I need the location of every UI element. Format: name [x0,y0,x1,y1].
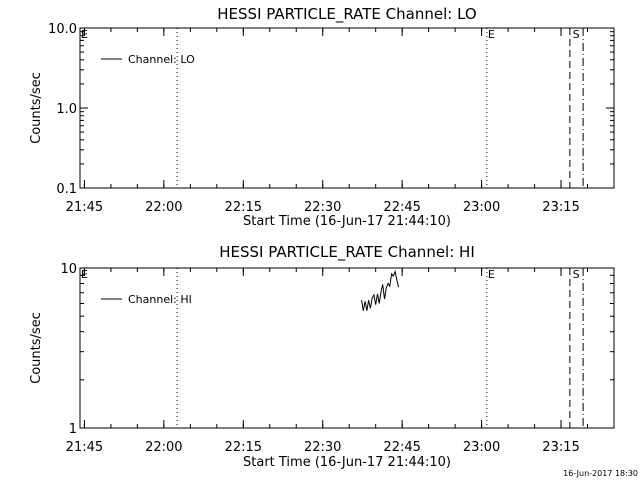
x-tick-label: 22:15 [225,440,262,455]
y-axis-label: Counts/sec [29,72,44,144]
legend-label: Channel: LO [128,53,195,66]
time-marker-label: E [488,268,495,281]
time-marker-label: S [573,268,580,281]
x-tick-label: 22:15 [225,200,262,215]
y-tick-label: 10.0 [48,22,77,37]
y-tick-label: 10 [60,262,77,277]
chart-title: HESSI PARTICLE_RATE Channel: LO [217,5,476,24]
x-tick-label: 22:30 [304,200,341,215]
x-tick-label: 23:00 [463,440,500,455]
time-marker-label: E [81,268,88,281]
y-tick-label: 1.0 [56,102,77,117]
x-axis-label: Start Time (16-Jun-17 21:44:10) [243,455,451,470]
chart-panel-1: HESSI PARTICLE_RATE Channel: LO Counts/se… [29,5,615,229]
x-tick-label: 22:00 [145,200,182,215]
chart-title: HESSI PARTICLE_RATE Channel: HI [219,243,475,262]
time-marker-label: E [488,28,495,41]
x-tick-label: 23:15 [542,200,579,215]
x-tick-label: 22:45 [383,200,420,215]
chart-panel-2: HESSI PARTICLE_RATE Channel: HI Counts/se… [29,243,615,470]
x-tick-label: 21:45 [66,200,103,215]
legend-label: Channel: HI [128,293,192,306]
series-line [361,269,400,311]
x-tick-label: 23:00 [463,200,500,215]
x-tick-label: 22:00 [145,440,182,455]
x-tick-label: 22:45 [383,440,420,455]
x-tick-label: 23:15 [542,440,579,455]
y-tick-label: 1 [69,422,77,437]
x-tick-label: 21:45 [66,440,103,455]
x-tick-label: 22:30 [304,440,341,455]
x-axis-label: Start Time (16-Jun-17 21:44:10) [243,214,451,229]
footer-timestamp: 16-Jun-2017 18:30 [563,469,638,478]
y-tick-label: 0.1 [56,182,77,197]
plot-frame [79,27,615,189]
time-marker-label: S [573,28,580,41]
y-axis-label: Counts/sec [29,312,44,384]
plot-frame [79,267,615,429]
time-marker-label: E [81,28,88,41]
